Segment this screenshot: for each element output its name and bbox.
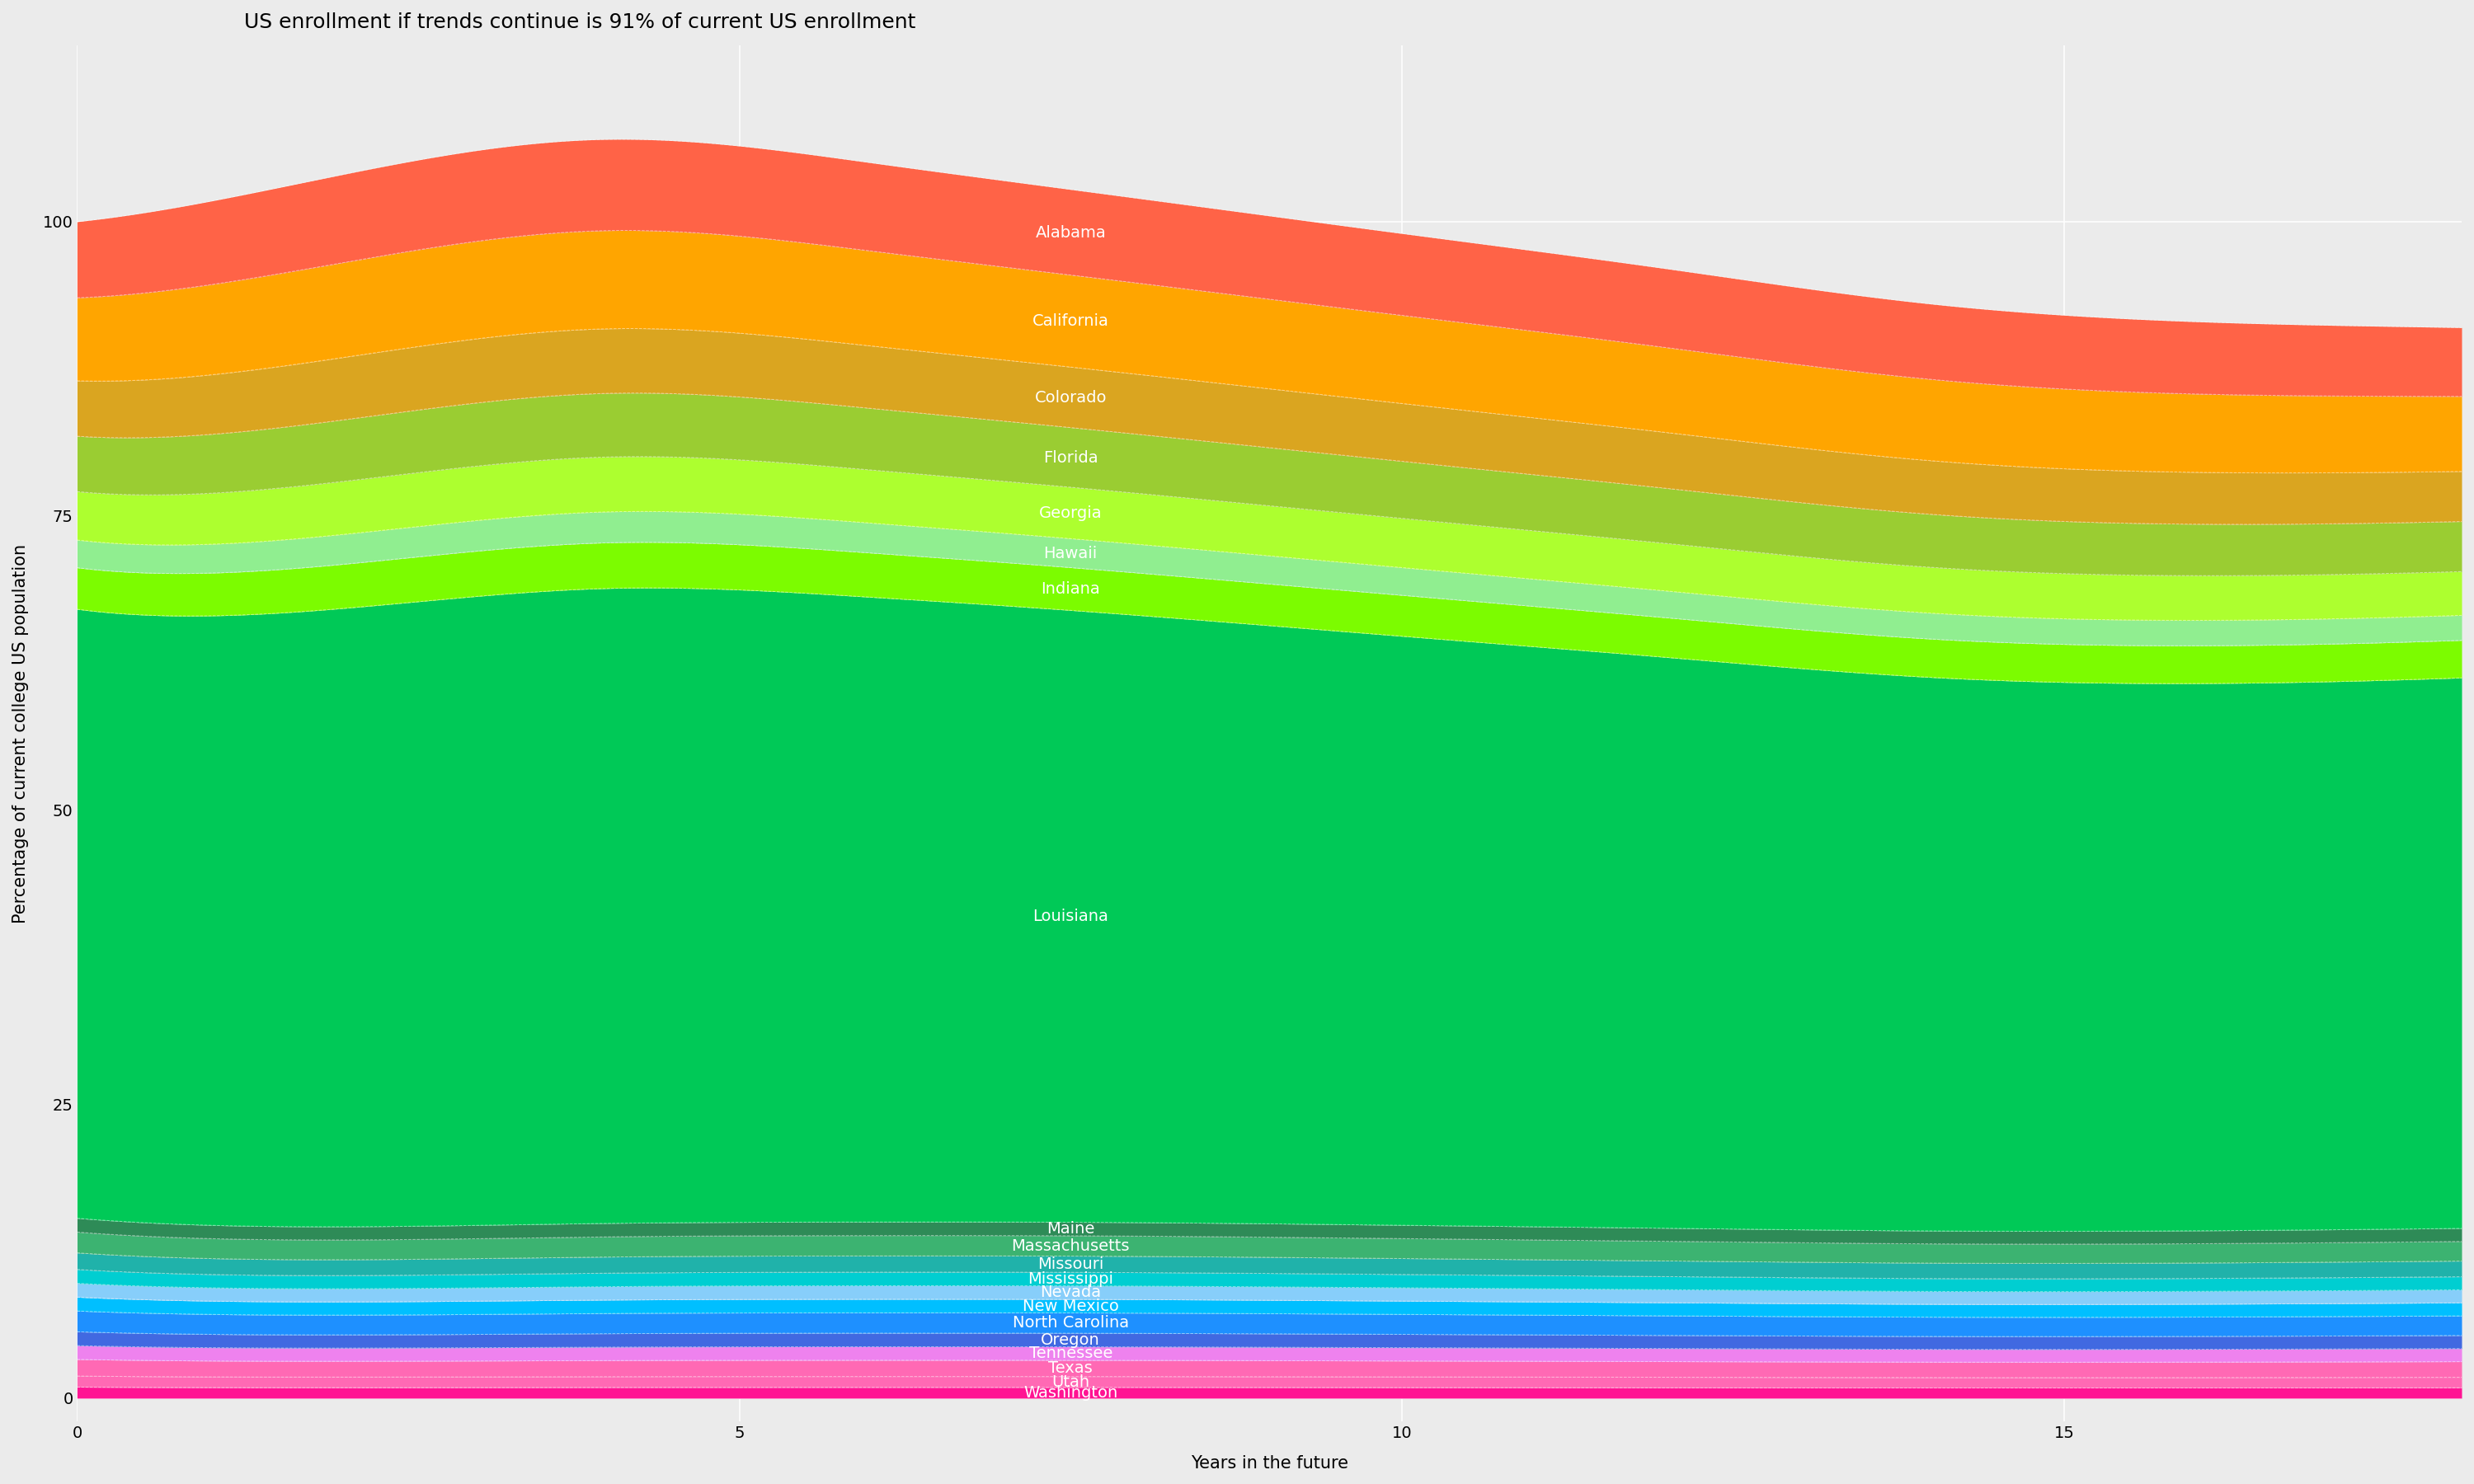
- Y-axis label: Percentage of current college US population: Percentage of current college US populat…: [12, 543, 30, 923]
- Text: North Carolina: North Carolina: [1012, 1315, 1128, 1331]
- Text: Colorado: Colorado: [1034, 390, 1106, 405]
- Text: Texas: Texas: [1049, 1361, 1094, 1376]
- Text: Missouri: Missouri: [1037, 1257, 1103, 1272]
- Text: California: California: [1032, 313, 1108, 329]
- X-axis label: Years in the future: Years in the future: [1190, 1456, 1348, 1472]
- Text: Oregon: Oregon: [1042, 1333, 1101, 1347]
- Text: Washington: Washington: [1024, 1385, 1118, 1401]
- Text: Maine: Maine: [1047, 1221, 1094, 1236]
- Text: Florida: Florida: [1044, 450, 1098, 466]
- Text: Hawaii: Hawaii: [1044, 546, 1098, 561]
- Text: US enrollment if trends continue is 91% of current US enrollment: US enrollment if trends continue is 91% …: [245, 12, 915, 33]
- Text: Georgia: Georgia: [1039, 506, 1103, 521]
- Text: Utah: Utah: [1051, 1374, 1089, 1391]
- Text: New Mexico: New Mexico: [1022, 1298, 1118, 1313]
- Text: Massachusetts: Massachusetts: [1012, 1238, 1131, 1254]
- Text: Indiana: Indiana: [1042, 582, 1101, 597]
- Text: Alabama: Alabama: [1034, 224, 1106, 240]
- Text: Tennessee: Tennessee: [1029, 1346, 1113, 1361]
- Text: Nevada: Nevada: [1039, 1285, 1101, 1300]
- Text: Louisiana: Louisiana: [1032, 908, 1108, 925]
- Text: Mississippi: Mississippi: [1027, 1272, 1113, 1287]
